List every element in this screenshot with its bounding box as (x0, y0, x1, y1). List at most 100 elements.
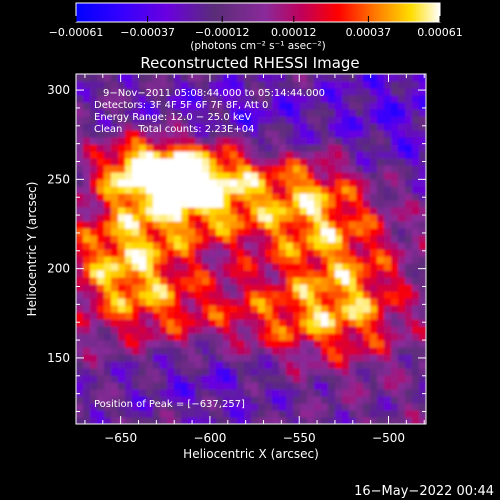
heatmap-cell (195, 256, 203, 264)
heatmap-cell (279, 130, 287, 138)
heatmap-cell (258, 263, 266, 271)
heatmap-cell (76, 291, 84, 299)
heatmap-cell (230, 326, 238, 334)
heatmap-cell (356, 102, 364, 110)
heatmap-cell (251, 242, 259, 250)
heatmap-cell (272, 396, 280, 404)
heatmap-cell (384, 298, 392, 306)
heatmap-cell (188, 382, 196, 390)
heatmap-cell (118, 193, 126, 201)
heatmap-cell (153, 235, 161, 243)
heatmap-cell (272, 312, 280, 320)
heatmap-cell (391, 158, 399, 166)
heatmap-cell (97, 375, 105, 383)
heatmap-cell (279, 417, 287, 424)
heatmap-cell (335, 389, 343, 397)
heatmap-cell (118, 123, 126, 131)
heatmap-cell (209, 417, 217, 424)
heatmap-cell (223, 382, 231, 390)
heatmap-cell (90, 102, 98, 110)
heatmap-cell (174, 319, 182, 327)
heatmap-cell (363, 214, 371, 222)
heatmap-cell (160, 389, 168, 397)
heatmap-cell (195, 123, 203, 131)
heatmap-cell (419, 417, 426, 424)
heatmap-cell (181, 95, 189, 103)
heatmap-cell (118, 116, 126, 124)
heatmap-cell (230, 158, 238, 166)
heatmap-cell (125, 123, 133, 131)
heatmap-cell (223, 235, 231, 243)
heatmap-cell (251, 130, 259, 138)
heatmap-cell (391, 410, 399, 418)
heatmap-cell (307, 312, 315, 320)
heatmap-cell (132, 158, 140, 166)
heatmap-cell (139, 347, 147, 355)
heatmap-cell (265, 144, 273, 152)
heatmap-cell (153, 410, 161, 418)
heatmap-cell (174, 151, 182, 159)
heatmap-cell (412, 319, 420, 327)
heatmap-cell (97, 249, 105, 257)
heatmap-cell (125, 116, 133, 124)
heatmap-cell (223, 228, 231, 236)
heatmap-cell (76, 305, 84, 313)
heatmap-cell (384, 375, 392, 383)
heatmap-cell (104, 193, 112, 201)
heatmap-cell (230, 221, 238, 229)
heatmap-cell (321, 116, 329, 124)
heatmap-cell (146, 291, 154, 299)
heatmap-cell (132, 354, 140, 362)
heatmap-cell (258, 410, 266, 418)
heatmap-cell (251, 123, 259, 131)
heatmap-cell (160, 417, 168, 424)
heatmap-cell (83, 368, 91, 376)
heatmap-cell (384, 249, 392, 257)
heatmap-cell (195, 361, 203, 369)
heatmap-cell (384, 263, 392, 271)
heatmap-cell (90, 396, 98, 404)
heatmap-cell (342, 410, 350, 418)
heatmap-cell (146, 165, 154, 173)
heatmap-cell (300, 235, 308, 243)
heatmap-cell (111, 375, 119, 383)
heatmap-cell (188, 172, 196, 180)
heatmap-cell (412, 81, 420, 89)
heatmap-cell (83, 277, 91, 285)
heatmap-cell (216, 144, 224, 152)
heatmap-cell (167, 347, 175, 355)
heatmap-cell (167, 74, 175, 82)
heatmap-cell (293, 403, 301, 411)
heatmap-cell (195, 116, 203, 124)
heatmap-cell (139, 354, 147, 362)
heatmap-cell (97, 207, 105, 215)
heatmap-cell (132, 74, 140, 82)
heatmap-cell (377, 389, 385, 397)
heatmap-cell (286, 123, 294, 131)
heatmap-cell (90, 186, 98, 194)
heatmap-cell (258, 340, 266, 348)
heatmap-cell (181, 158, 189, 166)
heatmap-cell (286, 207, 294, 215)
heatmap-cell (223, 116, 231, 124)
heatmap-cell (104, 179, 112, 187)
heatmap-cell (398, 326, 406, 334)
heatmap-cell (90, 144, 98, 152)
heatmap-cell (111, 74, 119, 82)
heatmap-cell (370, 382, 378, 390)
heatmap-cell (188, 144, 196, 152)
heatmap-cell (328, 270, 336, 278)
heatmap-cell (335, 333, 343, 341)
heatmap-cell (377, 130, 385, 138)
heatmap-cell (223, 389, 231, 397)
heatmap-cell (307, 179, 315, 187)
heatmap-cell (97, 291, 105, 299)
heatmap-cell (328, 333, 336, 341)
heatmap-cell (132, 417, 140, 424)
heatmap-cell (104, 235, 112, 243)
heatmap-cell (125, 403, 133, 411)
heatmap-cell (335, 368, 343, 376)
heatmap-cell (230, 347, 238, 355)
heatmap-cell (153, 256, 161, 264)
heatmap-cell (118, 88, 126, 96)
